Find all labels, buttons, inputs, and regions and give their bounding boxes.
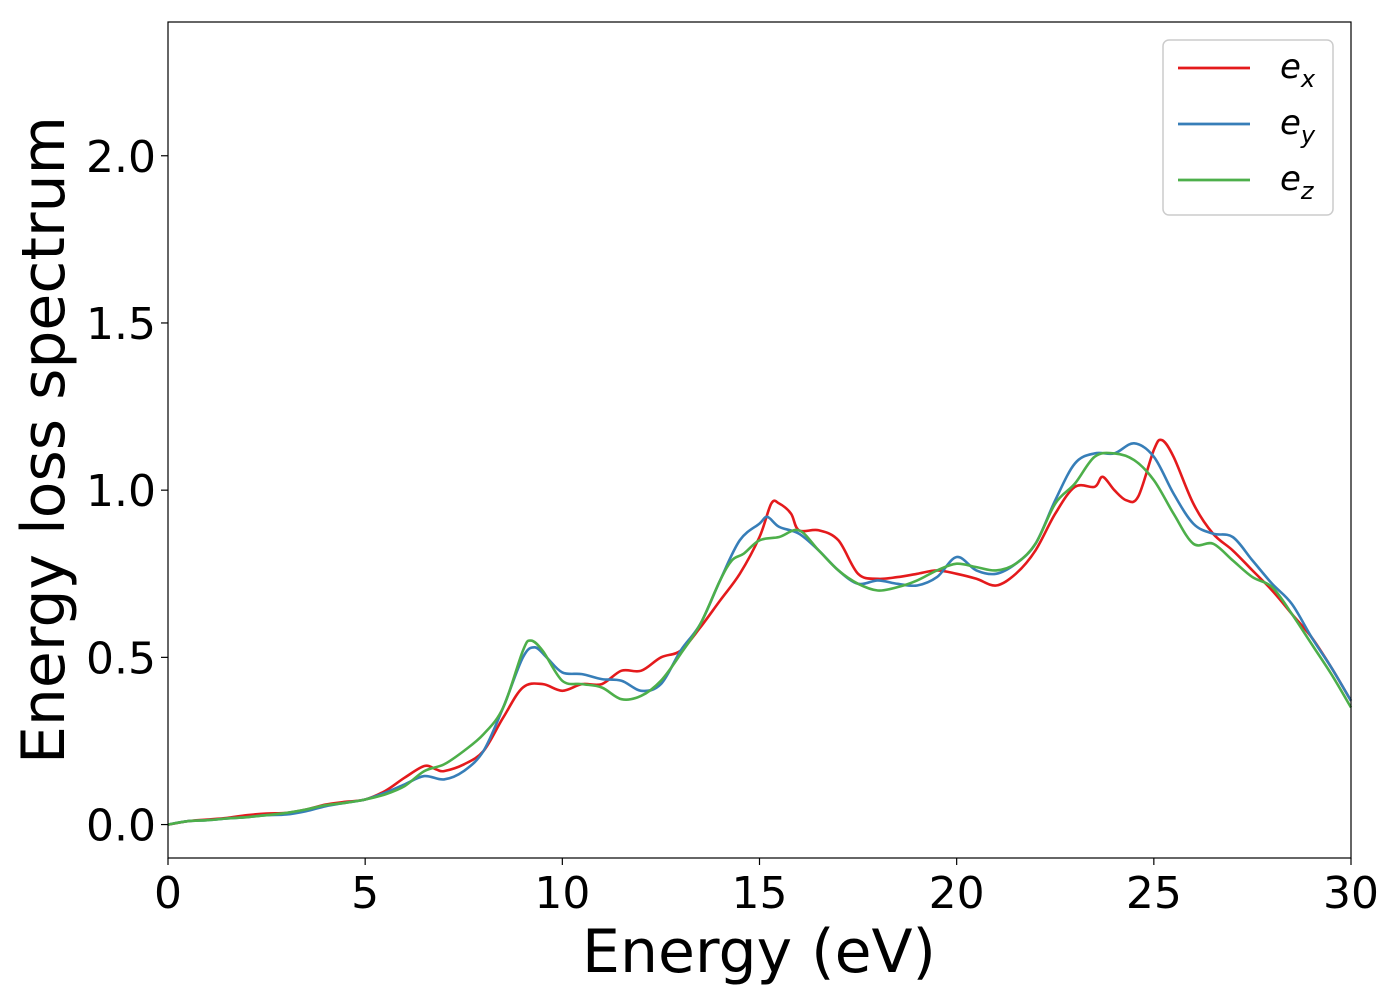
- series-line-z: [167, 451, 1353, 826]
- x-tick-label: 15: [732, 868, 788, 919]
- x-tick-label: 10: [534, 868, 590, 919]
- legend-label-y: ey: [1280, 103, 1316, 149]
- y-axis-ticks: 0.0 0.5 1.0 1.5 2.0: [86, 132, 168, 852]
- x-tick-label: 5: [351, 868, 379, 919]
- y-axis-title: Energy loss spectrum: [9, 116, 79, 764]
- y-tick-label: 2.0: [86, 132, 156, 183]
- x-tick-label: 0: [154, 868, 182, 919]
- legend-label-x: ex: [1280, 47, 1316, 93]
- series-line-x: [167, 438, 1353, 826]
- y-tick-label: 0.0: [86, 801, 156, 852]
- y-tick-label: 1.5: [86, 299, 156, 350]
- x-tick-label: 20: [929, 868, 985, 919]
- legend-box: [1162, 39, 1334, 216]
- x-tick-label: 30: [1323, 868, 1379, 919]
- x-axis-ticks: 0 5 10 15 20 25 30: [154, 858, 1379, 919]
- legend: ex ey ez: [1162, 39, 1334, 216]
- series-lines: [167, 438, 1353, 826]
- y-tick-label: 1.0: [86, 466, 156, 517]
- y-tick-label: 0.5: [86, 633, 156, 684]
- legend-label-z: ez: [1280, 159, 1315, 205]
- x-axis-title: Energy (eV): [582, 917, 936, 987]
- x-tick-label: 25: [1126, 868, 1182, 919]
